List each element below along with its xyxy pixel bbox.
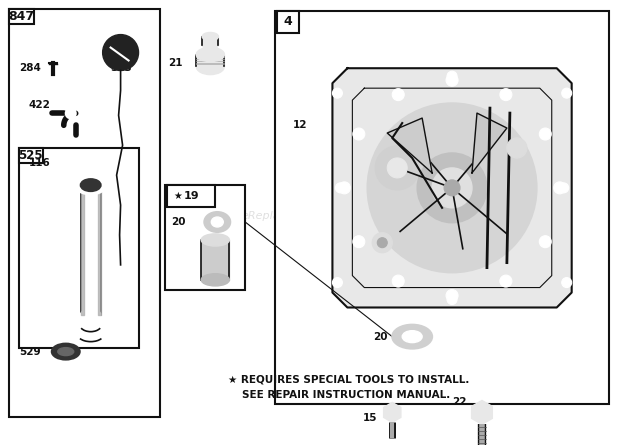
Circle shape [447, 71, 457, 81]
Bar [19, 148, 43, 163]
Circle shape [500, 89, 512, 101]
Ellipse shape [202, 274, 229, 286]
Bar [275, 11, 609, 405]
Ellipse shape [211, 217, 223, 227]
Ellipse shape [197, 58, 224, 74]
Ellipse shape [402, 330, 422, 343]
Circle shape [353, 235, 365, 248]
Text: 284: 284 [19, 63, 41, 74]
Polygon shape [332, 68, 572, 307]
Circle shape [562, 277, 572, 288]
Text: 422: 422 [29, 100, 51, 110]
Text: 15: 15 [363, 413, 378, 423]
Circle shape [446, 289, 458, 301]
Circle shape [339, 182, 350, 194]
Circle shape [353, 128, 365, 140]
Ellipse shape [367, 103, 537, 273]
Circle shape [335, 183, 345, 193]
Polygon shape [388, 118, 432, 173]
Bar [167, 185, 215, 207]
Circle shape [103, 35, 138, 70]
Text: 4: 4 [284, 15, 293, 28]
Circle shape [432, 168, 472, 208]
Bar [277, 11, 299, 33]
Bar [9, 8, 161, 417]
Ellipse shape [197, 48, 224, 62]
Text: 20: 20 [172, 217, 186, 227]
Text: 12: 12 [293, 120, 308, 130]
Text: 20: 20 [373, 332, 388, 342]
Ellipse shape [81, 309, 100, 321]
Bar [19, 148, 138, 347]
Text: ★ REQUIRES SPECIAL TOOLS TO INSTALL.: ★ REQUIRES SPECIAL TOOLS TO INSTALL. [228, 375, 469, 384]
Ellipse shape [392, 325, 432, 349]
Text: ★: ★ [174, 191, 182, 201]
Circle shape [559, 183, 569, 193]
Ellipse shape [205, 212, 230, 232]
Circle shape [447, 294, 457, 305]
Text: 22: 22 [453, 397, 467, 408]
Ellipse shape [52, 343, 80, 359]
Circle shape [562, 88, 572, 98]
Text: 525: 525 [19, 149, 43, 162]
Circle shape [539, 128, 551, 140]
Text: 21: 21 [168, 58, 182, 67]
Circle shape [375, 146, 419, 190]
Polygon shape [472, 113, 507, 173]
Circle shape [332, 277, 342, 288]
Text: eReplacementParts.com: eReplacementParts.com [242, 211, 378, 221]
Circle shape [392, 89, 404, 101]
Circle shape [392, 275, 404, 287]
Text: 529: 529 [19, 347, 41, 357]
Ellipse shape [81, 179, 100, 191]
Ellipse shape [58, 347, 74, 355]
Bar [9, 8, 33, 24]
Circle shape [372, 233, 392, 252]
Circle shape [539, 235, 551, 248]
Circle shape [417, 153, 487, 223]
Text: SEE REPAIR INSTRUCTION MANUAL.: SEE REPAIR INSTRUCTION MANUAL. [242, 390, 451, 401]
Circle shape [378, 238, 388, 248]
Circle shape [444, 180, 460, 196]
Circle shape [388, 158, 407, 178]
Text: 847: 847 [8, 10, 35, 23]
Text: 523: 523 [110, 63, 133, 74]
Circle shape [507, 138, 527, 158]
Bar [166, 185, 245, 290]
Circle shape [500, 275, 512, 287]
Ellipse shape [202, 33, 218, 41]
Circle shape [66, 108, 76, 118]
Circle shape [446, 74, 458, 86]
Text: 116: 116 [29, 158, 51, 168]
Text: 19: 19 [184, 191, 199, 201]
Circle shape [554, 182, 565, 194]
Ellipse shape [202, 234, 229, 246]
Ellipse shape [76, 176, 105, 194]
Circle shape [332, 88, 342, 98]
Ellipse shape [202, 40, 218, 50]
